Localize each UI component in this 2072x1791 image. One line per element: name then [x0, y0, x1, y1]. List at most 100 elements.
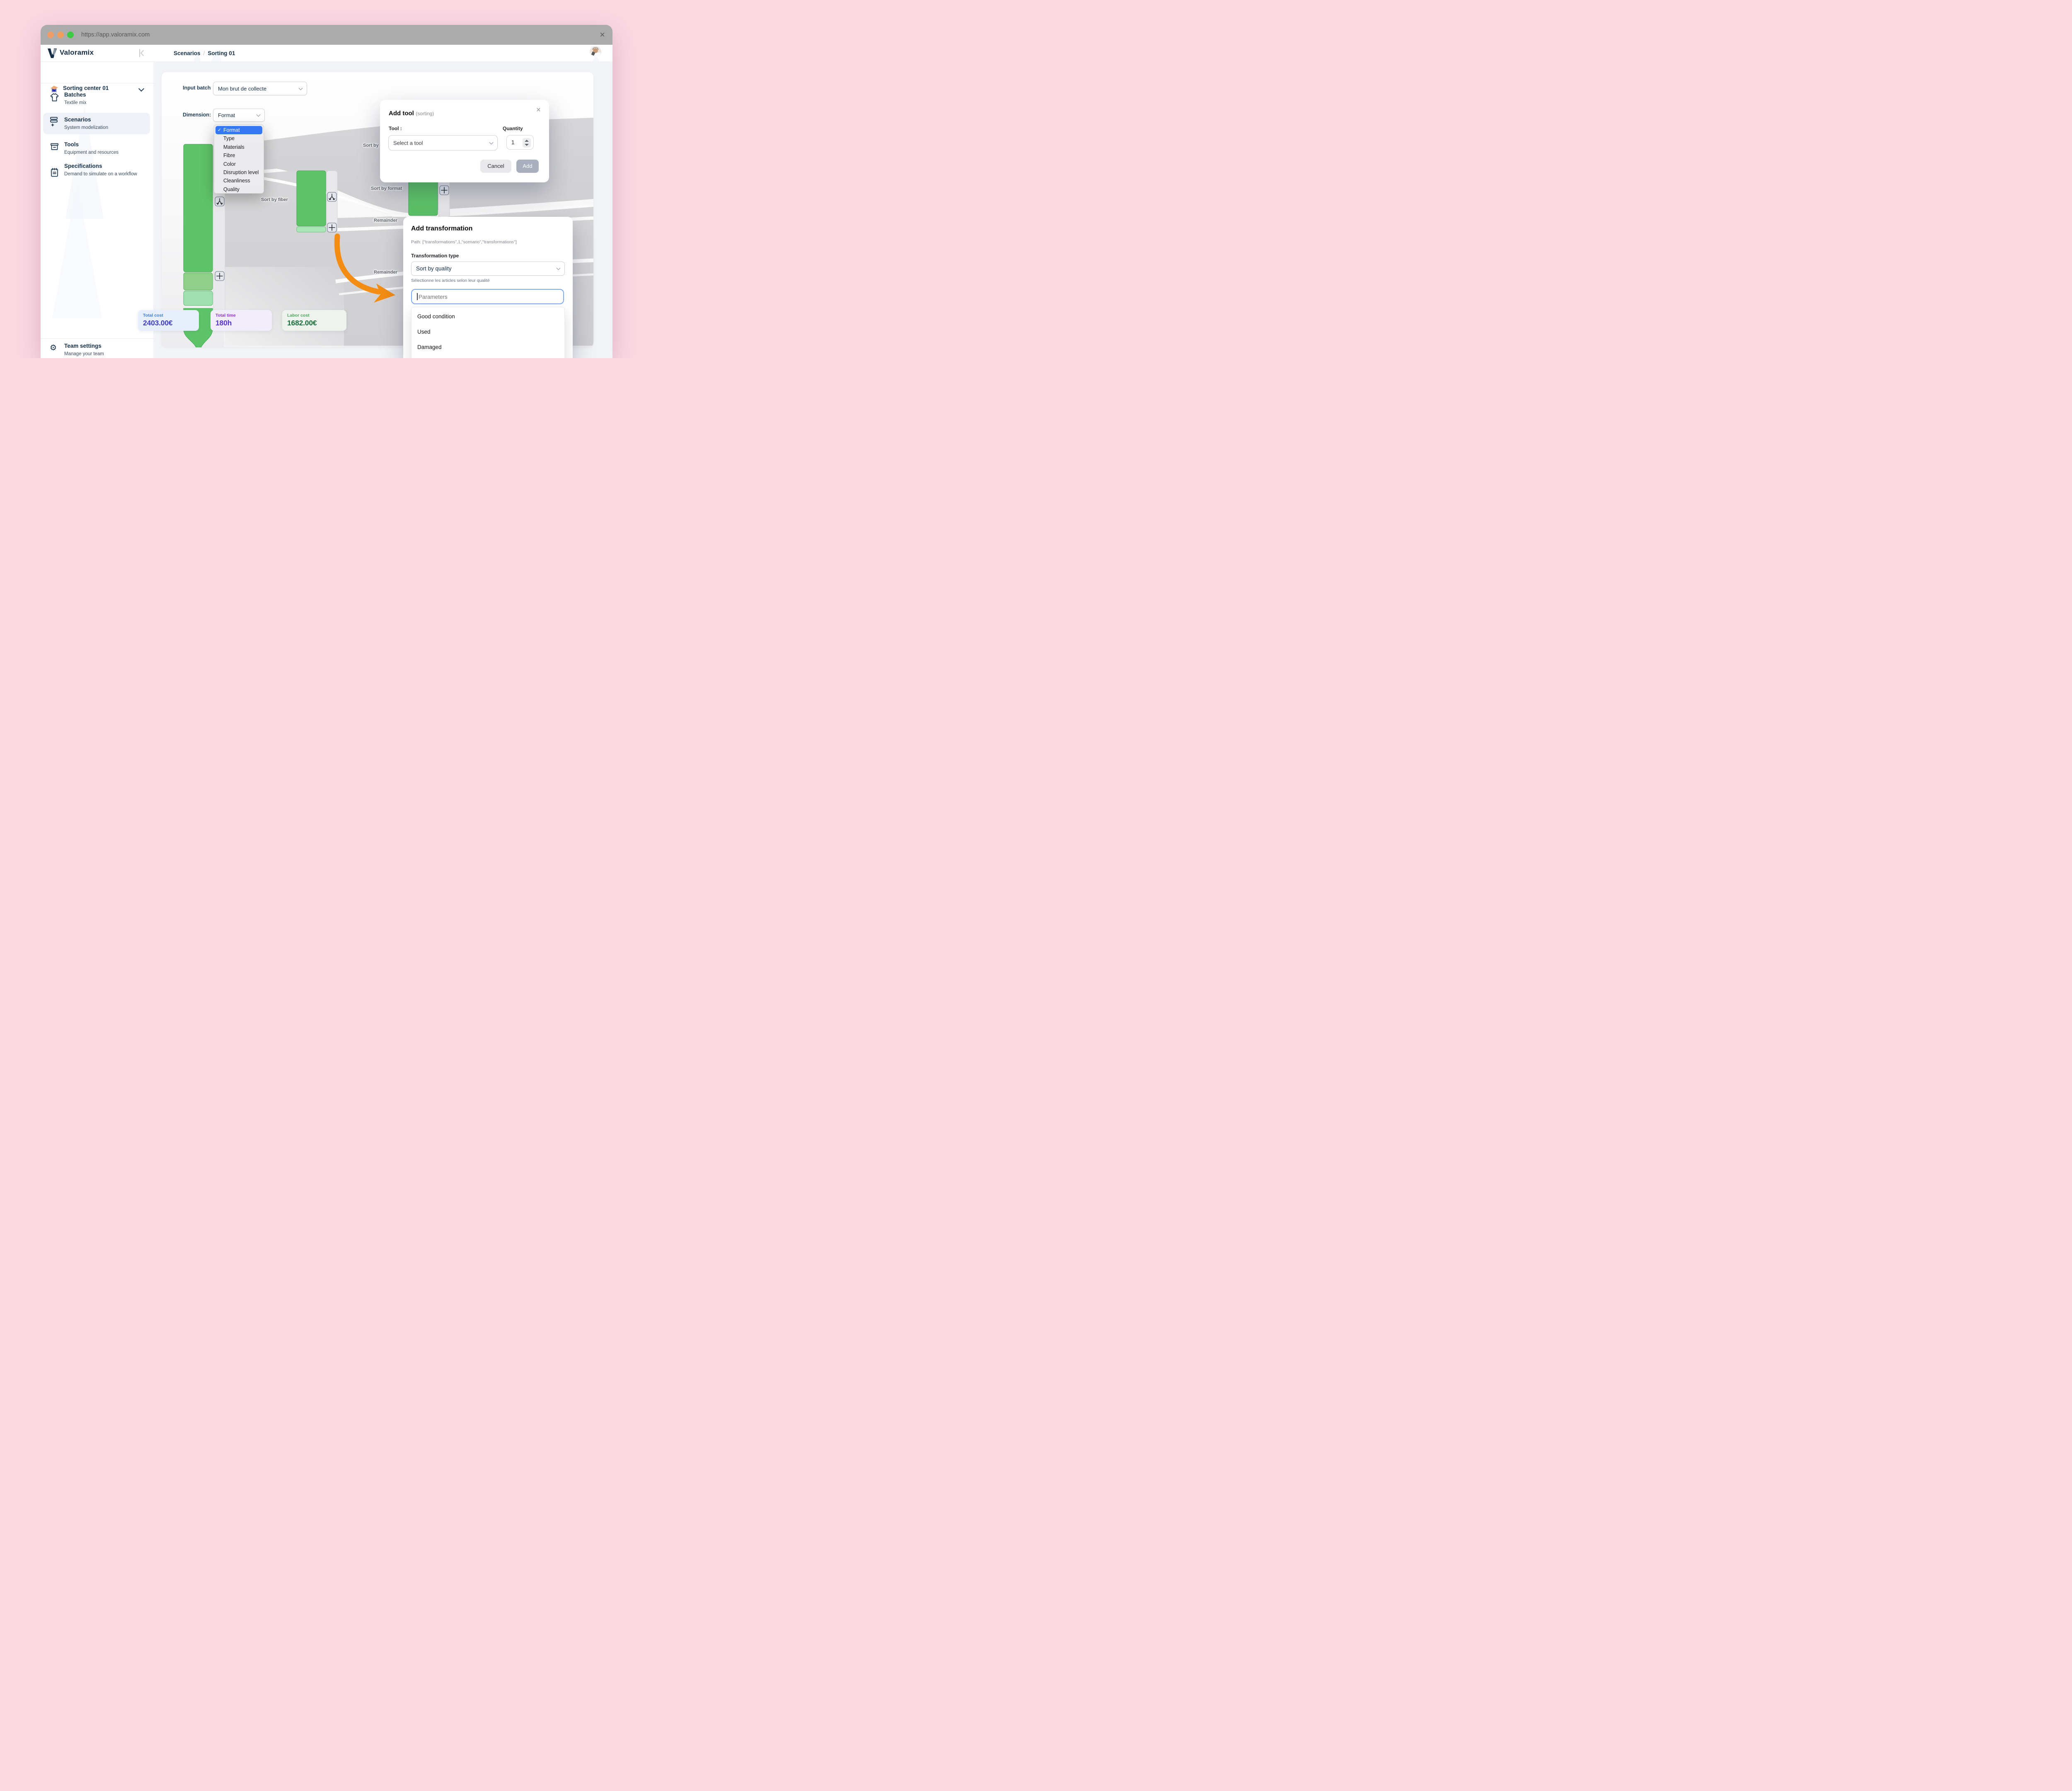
menu-option-type[interactable]: Type	[223, 136, 235, 142]
window-close-icon[interactable]: ×	[600, 29, 605, 40]
option-unusable[interactable]: Unusable	[411, 355, 564, 358]
chevron-down-icon	[489, 140, 494, 145]
add-step-button[interactable]	[215, 271, 225, 281]
sidebar-item-label: Specifications	[64, 163, 102, 169]
sidebar-item-sublabel: Manage your team	[64, 351, 104, 356]
breadcrumb-scenarios[interactable]: Scenarios	[174, 50, 201, 56]
browser-titlebar: https://app.valoramix.com ×	[41, 25, 612, 45]
close-icon[interactable]: ×	[536, 106, 541, 114]
input-batch-value: Mon brut de collecte	[218, 85, 267, 92]
transformation-path: Path: ["transformations",1,"scenario","t…	[411, 240, 517, 245]
annotation-arrow	[334, 233, 395, 303]
menu-option-color[interactable]: Color	[223, 161, 236, 167]
dimension-dropdown-menu: ✓ Format Type Materials Fibre Color Disru…	[214, 124, 264, 194]
tshirt-icon	[50, 93, 59, 102]
traffic-light-zoom-icon[interactable]	[67, 32, 74, 38]
dimension-select[interactable]: Format	[213, 109, 265, 122]
stat-value: 180h	[215, 319, 232, 327]
workspace-label: Sorting center 01	[63, 85, 109, 91]
option-used[interactable]: Used	[417, 329, 431, 335]
workspace-switcher[interactable]: Sorting center 01	[41, 62, 153, 93]
quantity-value: 1	[511, 139, 515, 145]
add-step-button[interactable]	[327, 223, 337, 233]
quantity-stepper[interactable]: 1	[506, 135, 534, 150]
user-avatar[interactable]	[590, 46, 601, 58]
breadcrumb: Scenarios / Sorting 01	[174, 50, 235, 57]
node-label-partial: Sort by	[363, 143, 379, 148]
tool-select[interactable]: Select a tool	[388, 135, 498, 150]
traffic-light-minimize-icon[interactable]	[57, 32, 64, 38]
menu-option-quality[interactable]: Quality	[223, 186, 240, 192]
transformation-type-select[interactable]: Sort by quality	[411, 262, 565, 276]
stepper-down-icon	[525, 144, 529, 146]
stat-value: 2403.00€	[143, 319, 173, 327]
sidebar-item-label: Tools	[64, 141, 79, 148]
header-watermark-triangle	[186, 52, 208, 61]
sidebar-item-team-settings[interactable]: ⚙ Team settings Manage your team	[41, 340, 153, 358]
active-item-highlight	[43, 113, 150, 134]
input-batch-label: Input batch	[183, 85, 211, 91]
parameters-input[interactable]	[411, 289, 564, 304]
canvas-fade	[224, 267, 344, 347]
stat-value: 1682.00€	[287, 319, 317, 327]
brand-wordmark: Valoramix	[60, 48, 94, 56]
sidebar-item-scenarios[interactable]: Scenarios System modelization	[41, 113, 153, 134]
option-damaged[interactable]: Damaged	[417, 344, 442, 350]
sidebar-item-label: Team settings	[64, 343, 102, 349]
sidebar-item-sublabel: System modelization	[64, 125, 109, 130]
add-tool-modal: Add tool (sorting) × Tool : Quantity Sel…	[380, 100, 549, 182]
sidebar-item-specifications[interactable]: Specifications Demand to simulate on a w…	[41, 161, 153, 189]
divider	[41, 61, 153, 62]
check-icon: ✓	[218, 128, 222, 133]
add-button[interactable]: Add	[516, 160, 539, 173]
parameters-input-field[interactable]	[418, 291, 556, 303]
sidebar: Valoramix Sorting center 01	[41, 45, 154, 358]
stat-card-total-time: Total time 180h	[211, 310, 272, 331]
header-watermark-triangle	[204, 49, 229, 61]
page-header: Scenarios / Sorting 01	[153, 45, 612, 62]
dimension-label: Dimension:	[183, 112, 211, 118]
breadcrumb-current: Sorting 01	[208, 50, 235, 56]
browser-window: https://app.valoramix.com × Valoramix	[41, 25, 612, 358]
branch-button[interactable]	[327, 192, 337, 202]
sidebar-collapse-icon[interactable]	[138, 49, 145, 57]
text-caret	[417, 293, 418, 300]
input-batch-select[interactable]: Mon brut de collecte	[213, 82, 307, 95]
traffic-light-close-icon[interactable]	[47, 32, 54, 38]
tool-select-value: Select a tool	[393, 140, 423, 146]
menu-option-disruption-level[interactable]: Disruption level	[223, 169, 259, 175]
stat-label: Total time	[215, 313, 236, 318]
chevron-down-icon	[298, 86, 303, 90]
node-label-sort-by-fiber: Sort by fiber	[261, 197, 288, 202]
breadcrumb-separator: /	[203, 50, 205, 56]
option-good-condition[interactable]: Good condition	[417, 313, 455, 320]
flow-label-remainder: Remainder	[374, 270, 397, 275]
sankey-node-fiber[interactable]	[296, 170, 326, 233]
quantity-field-label: Quantity	[503, 126, 523, 131]
address-bar-url[interactable]: https://app.valoramix.com	[81, 32, 150, 38]
stepper-arrows[interactable]	[523, 138, 531, 148]
branch-button[interactable]	[215, 196, 225, 206]
menu-option-format[interactable]: ✓ Format	[215, 126, 262, 135]
stat-label: Total cost	[143, 313, 163, 318]
flow-label-remainder: Remainder	[374, 218, 397, 223]
sidebar-item-label: Batches	[64, 92, 86, 98]
sidebar-item-batches[interactable]: Batches Textile mix	[41, 88, 153, 109]
stat-card-labor-cost: Labor cost 1682.00€	[282, 310, 346, 331]
menu-option-fibre[interactable]: Fibre	[223, 153, 235, 159]
sidebar-item-sublabel: Equipment and resources	[64, 150, 119, 155]
cancel-button[interactable]: Cancel	[480, 160, 511, 173]
quality-options-listbox: Good condition Used Damaged Unusable	[411, 307, 565, 358]
menu-option-materials[interactable]: Materials	[223, 144, 244, 150]
chevron-down-icon	[556, 266, 561, 270]
sidebar-item-sublabel: Textile mix	[64, 100, 87, 105]
stepper-up-icon	[525, 140, 529, 142]
transformation-helper-text: Sélectionne les articles selon leur qual…	[411, 278, 490, 283]
toolbox-icon	[51, 143, 58, 150]
add-step-button[interactable]	[439, 185, 449, 195]
warehouse-icon	[51, 86, 58, 93]
tool-field-label: Tool :	[389, 126, 402, 131]
menu-option-cleanliness[interactable]: Cleanliness	[223, 178, 250, 184]
sidebar-item-tools[interactable]: Tools Equipment and resources	[41, 138, 153, 159]
brand-row: Valoramix	[41, 45, 153, 61]
